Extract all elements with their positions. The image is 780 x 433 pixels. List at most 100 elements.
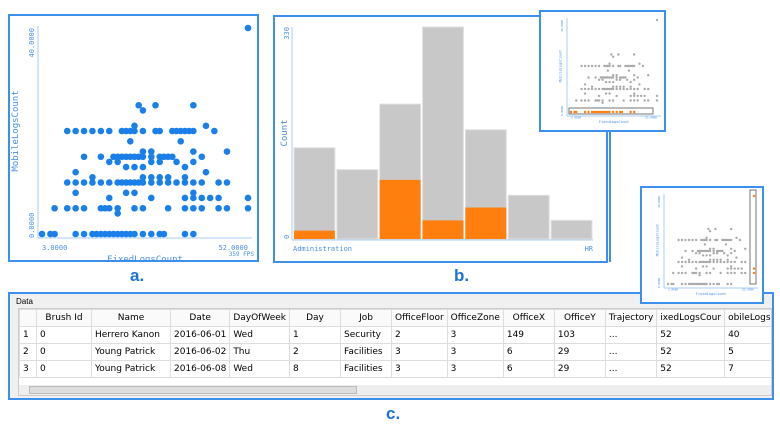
data-point <box>156 174 164 181</box>
data-point <box>712 247 715 250</box>
data-point <box>603 110 606 114</box>
x-tick-min: 3.0000 <box>668 287 678 291</box>
table-row[interactable]: 3 0 Young Patrick 2016-06-08 Wed 8 Facilities 3… <box>19 360 771 378</box>
data-point <box>629 87 632 91</box>
scrollbar-thumb[interactable] <box>29 386 357 394</box>
scatter-panel[interactable]: 3.0000 52.0000 FixedLogsCount 40.0000 0.0000… <box>8 14 259 265</box>
table-cell[interactable]: 103 <box>553 326 606 344</box>
scatter-plot[interactable]: 3.0000 52.0000 FixedLogsCount 40.0000 0.0000… <box>10 16 257 265</box>
table-cell[interactable]: 6 <box>502 343 555 361</box>
table-cell[interactable]: 8 <box>289 360 341 378</box>
data-point <box>726 271 729 275</box>
table-cell[interactable]: 52 <box>656 326 726 344</box>
row-number[interactable]: 3 <box>19 360 37 378</box>
table-cell[interactable]: 3 <box>446 326 504 344</box>
data-point <box>156 179 164 186</box>
table-cell[interactable]: 6 <box>502 360 555 378</box>
data-point <box>139 230 147 238</box>
table-cell[interactable]: 29 <box>553 343 606 361</box>
table-cell[interactable]: 5 <box>724 343 771 361</box>
column-header[interactable]: OfficeY <box>553 309 606 327</box>
column-header[interactable]: Name <box>91 309 171 327</box>
data-point <box>684 271 687 275</box>
table-cell[interactable]: 52 <box>656 343 726 361</box>
data-panel[interactable]: Data Brush Id Name Date DayOfWeek Day Job Offi… <box>8 292 774 400</box>
data-point <box>687 260 691 264</box>
table-cell[interactable]: 40 <box>724 326 771 344</box>
table-cell[interactable]: 0 <box>36 343 92 361</box>
table-cell[interactable]: Thu <box>229 343 290 361</box>
table-cell[interactable]: ... <box>604 360 658 378</box>
table-cell[interactable]: ... <box>604 326 658 344</box>
column-header[interactable]: ixedLogsCour <box>656 309 726 327</box>
data-point <box>729 238 733 242</box>
table-cell[interactable]: Young Patrick <box>91 360 171 378</box>
column-header[interactable]: Trajectory <box>604 309 658 327</box>
table-cell[interactable]: 7 <box>724 360 771 378</box>
table-cell[interactable]: 3 <box>391 360 448 378</box>
data-point <box>701 254 705 257</box>
table-row[interactable]: 2 0 Young Patrick 2016-06-02 Thu 2 Facilities 3… <box>19 343 771 361</box>
data-point <box>636 87 639 91</box>
column-header[interactable]: OfficeX <box>502 309 555 327</box>
table-cell[interactable]: 2016-06-02 <box>169 343 231 361</box>
data-table[interactable]: Brush Id Name Date DayOfWeek Day Job OfficeFlo… <box>19 309 771 378</box>
table-cell[interactable]: 2 <box>391 326 448 344</box>
column-header[interactable]: OfficeZone <box>446 309 504 327</box>
bar-chart[interactable]: Administration HR 330 0 Count <box>275 17 606 261</box>
data-point <box>51 204 58 212</box>
scatter-inset-bottom[interactable]: 3.0000 52.0000 FixedLogsCount 40.0000 0.0000… <box>640 186 764 304</box>
bar-all <box>507 194 550 240</box>
table-cell[interactable]: Wed <box>229 326 290 344</box>
data-point <box>715 282 719 286</box>
table-cell[interactable]: Herrero Kanon <box>91 326 171 344</box>
row-number[interactable]: 2 <box>19 343 37 361</box>
table-cell[interactable]: 149 <box>502 326 555 344</box>
table-cell[interactable]: 3 <box>446 343 504 361</box>
column-header[interactable]: DayOfWeek <box>229 309 290 327</box>
table-row[interactable]: 1 0 Herrero Kanon 2016-06-01 Wed 1 Security 2 3 1… <box>19 326 771 344</box>
data-point <box>632 64 636 68</box>
table-cell[interactable]: 52 <box>656 360 726 378</box>
table-cell[interactable]: 2016-06-01 <box>169 326 231 344</box>
row-number[interactable]: 1 <box>19 326 37 344</box>
data-point <box>738 238 742 242</box>
data-point <box>215 194 222 202</box>
table-cell[interactable]: 0 <box>36 326 92 344</box>
data-point <box>689 282 693 286</box>
scatter-inset-top[interactable]: 3.0000 52.0000 FixedLogsCount 40.0000 0.0000… <box>539 10 666 132</box>
table-cell[interactable]: 2016-06-08 <box>169 360 231 378</box>
data-point <box>618 64 622 68</box>
column-header[interactable]: obileLogsCou <box>724 309 771 327</box>
column-header[interactable]: Job <box>340 309 392 327</box>
data-point <box>580 99 583 102</box>
table-cell[interactable]: Facilities <box>340 343 392 361</box>
inset-scatter-2[interactable]: 3.0000 52.0000 FixedLogsCount 40.0000 0.0000… <box>642 188 762 302</box>
column-header[interactable]: Brush Id <box>36 309 92 327</box>
inset-scatter-1[interactable]: 3.0000 52.0000 FixedLogsCount 40.0000 0.0000… <box>541 12 664 130</box>
table-cell[interactable]: 2 <box>289 343 341 361</box>
column-header[interactable]: Day <box>289 309 341 327</box>
table-cell[interactable]: 29 <box>553 360 606 378</box>
table-cell[interactable]: ... <box>604 343 658 361</box>
table-cell[interactable]: 3 <box>446 360 504 378</box>
data-point <box>181 179 189 186</box>
data-point <box>63 179 71 186</box>
column-header[interactable]: Date <box>169 309 231 327</box>
column-header[interactable]: OfficeFloor <box>391 309 448 327</box>
table-cell[interactable]: 1 <box>289 326 341 344</box>
table-cell[interactable]: 0 <box>36 360 92 378</box>
data-point <box>694 252 698 255</box>
table-cell[interactable]: 3 <box>391 343 448 361</box>
data-point <box>640 94 643 98</box>
data-point <box>752 271 756 275</box>
table-cell[interactable]: Wed <box>229 360 290 378</box>
data-point <box>714 238 717 242</box>
table-cell[interactable]: Facilities <box>340 360 392 378</box>
horizontal-scrollbar[interactable] <box>19 385 771 395</box>
column-header[interactable] <box>19 309 37 327</box>
data-point <box>601 99 604 102</box>
data-point <box>632 92 636 95</box>
table-cell[interactable]: Security <box>340 326 392 344</box>
table-cell[interactable]: Young Patrick <box>91 343 171 361</box>
